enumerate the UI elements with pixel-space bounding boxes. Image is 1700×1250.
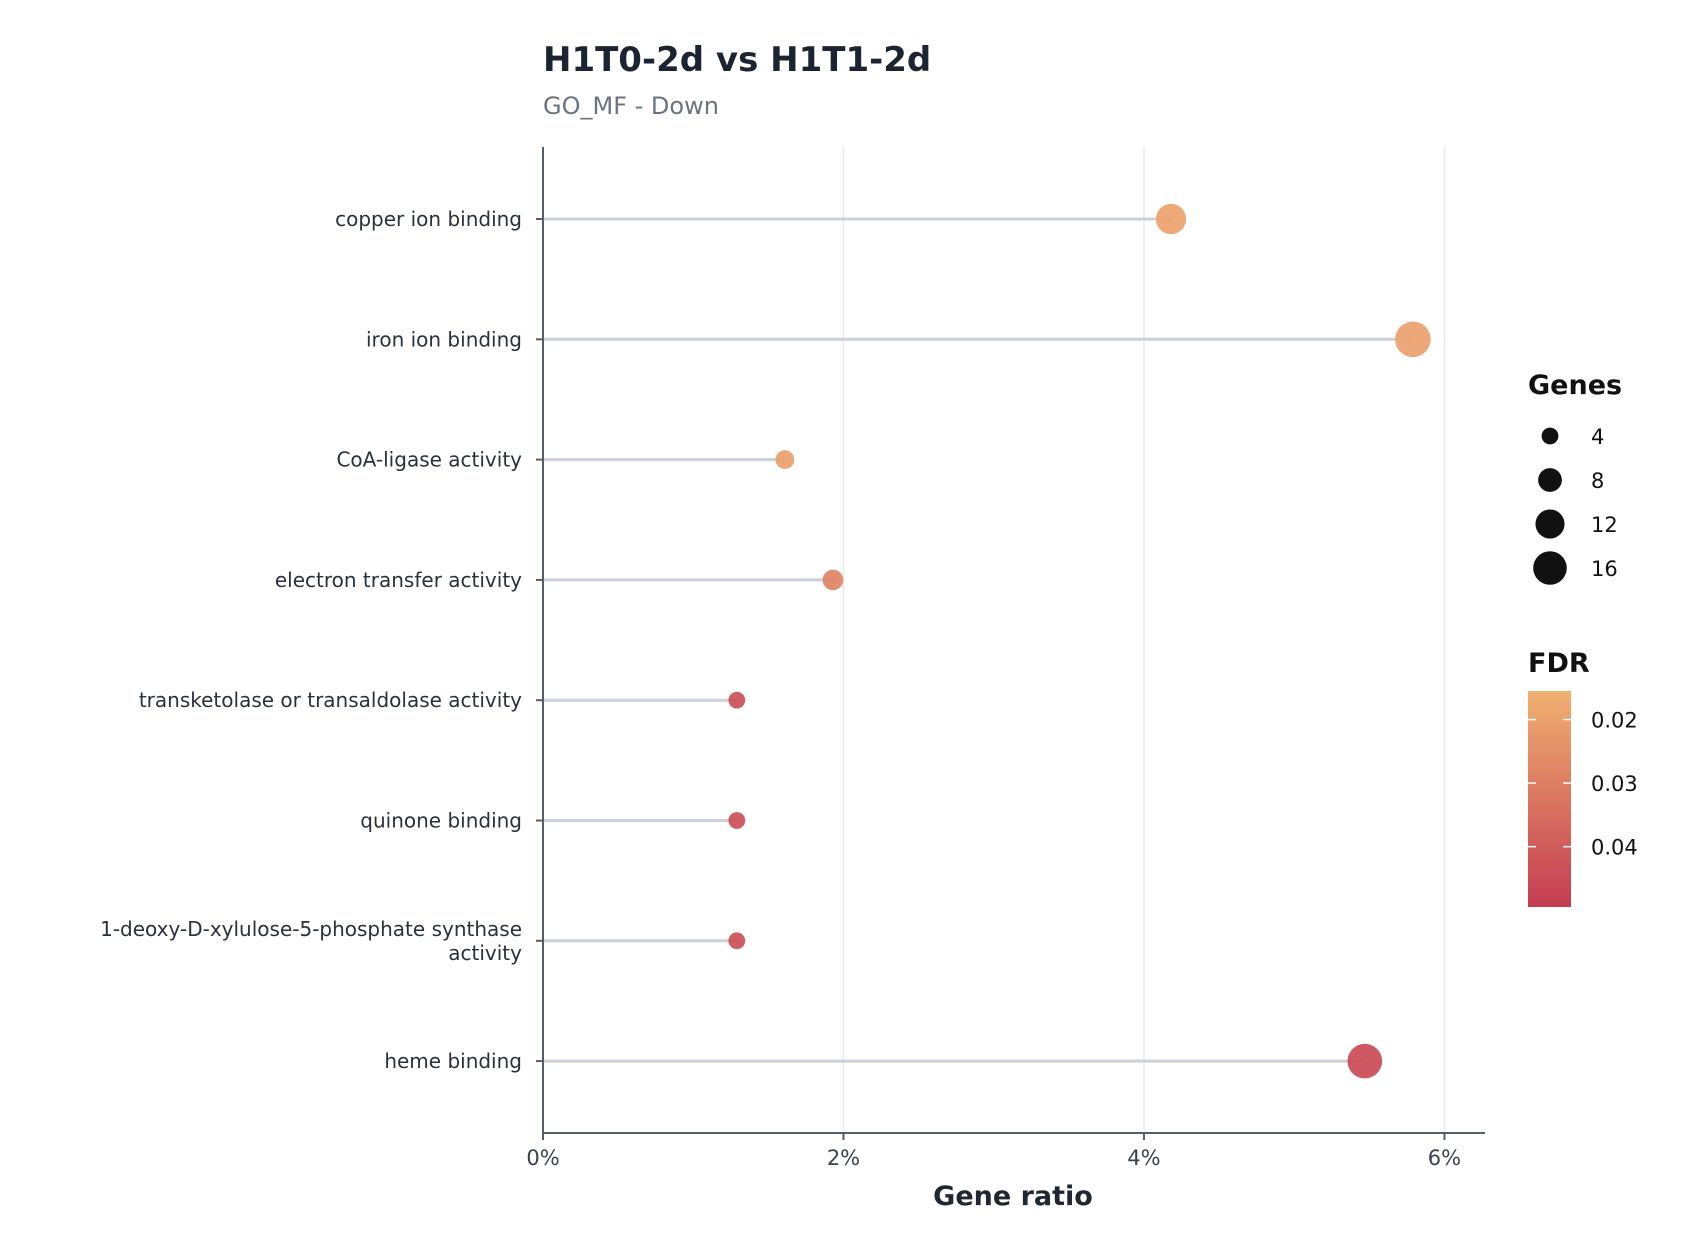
color-legend: FDR 0.02 0.03 0.04 (1528, 648, 1638, 907)
colorbar-label-0: 0.02 (1591, 709, 1638, 733)
category-label-6-line-1: activity (448, 941, 522, 965)
category-label-1-line-0: iron ion binding (366, 327, 522, 351)
category-label-4: transketolase or transaldolase activity (139, 688, 522, 712)
size-legend-key-2 (1535, 509, 1565, 539)
point-7 (1347, 1043, 1383, 1079)
data-points (728, 203, 1431, 1079)
size-legend-label-3: 16 (1591, 557, 1618, 581)
category-labels: copper ion binding iron ion binding CoA-li… (100, 207, 522, 1073)
point-2 (775, 450, 795, 469)
size-legend-key-1 (1538, 468, 1562, 492)
category-label-5-line-0: quinone binding (360, 809, 522, 833)
size-legend-key-3 (1533, 551, 1567, 585)
x-tick-label-2: 4% (1127, 1146, 1160, 1170)
category-label-0: copper ion binding (335, 207, 522, 231)
axes (536, 147, 1485, 1140)
category-label-7-line-0: heme binding (384, 1049, 522, 1073)
x-axis-title: Gene ratio (933, 1181, 1093, 1212)
fdr-colorbar (1528, 691, 1571, 907)
chart-title: H1T0-2d vs H1T1-2d (543, 40, 931, 80)
category-label-4-line-0: transketolase or transaldolase activity (139, 688, 522, 712)
point-4 (728, 691, 746, 709)
gridlines (842, 147, 1446, 1133)
colorbar-label-1: 0.03 (1591, 772, 1638, 796)
point-5 (728, 812, 746, 829)
size-legend-key-0 (1541, 427, 1559, 445)
lollipop-stems (543, 217, 1413, 1063)
size-legend-label-2: 12 (1591, 513, 1618, 537)
colorbar-label-2: 0.04 (1591, 836, 1638, 860)
x-tick-label-3: 6% (1428, 1146, 1461, 1170)
category-label-3: electron transfer activity (275, 568, 522, 592)
point-0 (1155, 203, 1187, 235)
size-legend-label-1: 8 (1591, 469, 1604, 493)
category-label-6: 1-deoxy-D-xylulose-5-phosphate synthase a… (100, 917, 522, 965)
point-1 (1395, 321, 1431, 358)
category-label-0-line-0: copper ion binding (335, 207, 522, 231)
category-label-5: quinone binding (360, 809, 522, 833)
x-tick-label-1: 2% (827, 1146, 860, 1170)
x-tick-label-0: 0% (526, 1146, 559, 1170)
category-label-2-line-0: CoA-ligase activity (336, 448, 522, 472)
category-label-6-line-0: 1-deoxy-D-xylulose-5-phosphate synthase (100, 917, 522, 941)
x-tick-labels: 0% 2% 4% 6% (526, 1146, 1461, 1170)
color-legend-title: FDR (1528, 648, 1590, 679)
category-label-3-line-0: electron transfer activity (275, 568, 522, 592)
point-6 (728, 932, 746, 950)
chart-subtitle: GO_MF - Down (543, 92, 719, 120)
size-legend-label-0: 4 (1591, 425, 1604, 449)
category-label-2: CoA-ligase activity (336, 448, 522, 472)
point-3 (822, 569, 844, 591)
size-legend: Genes 4 8 12 16 (1528, 370, 1622, 585)
category-label-7: heme binding (384, 1049, 522, 1073)
category-label-1: iron ion binding (366, 327, 522, 351)
size-legend-title: Genes (1528, 370, 1622, 401)
